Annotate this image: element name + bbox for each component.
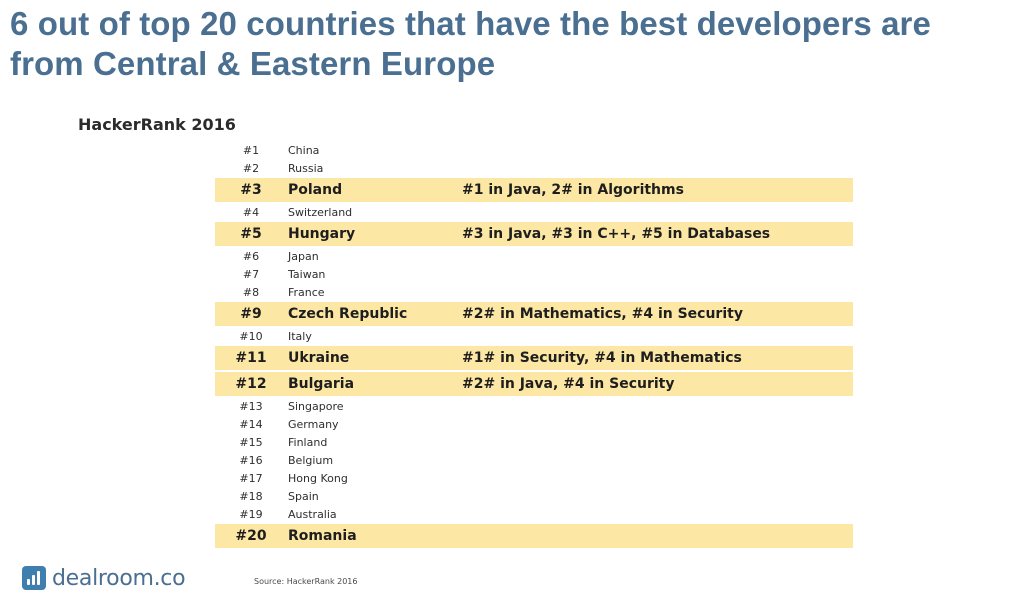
rank-cell: #15 <box>239 436 263 449</box>
table-row: #7 Taiwan <box>215 266 853 284</box>
country-cell: Italy <box>288 330 312 343</box>
table-row: #17 Hong Kong <box>215 470 853 488</box>
rank-cell: #13 <box>239 400 263 413</box>
country-cell: Finland <box>288 436 328 449</box>
rank-cell: #20 <box>235 528 267 544</box>
table-row: #4 Switzerland <box>215 204 853 222</box>
dealroom-logo: dealroom.co <box>22 565 186 591</box>
rank-cell: #6 <box>242 250 260 263</box>
page-title-line-2: from Central & Eastern Europe <box>10 45 496 82</box>
ranking-note-cell: #3 in Java, #3 in C++, #5 in Databases <box>462 226 771 242</box>
table-row: #16 Belgium <box>215 452 853 470</box>
country-cell: Ukraine <box>288 350 350 366</box>
country-cell: Russia <box>288 162 324 175</box>
country-cell: France <box>288 286 325 299</box>
country-cell: Singapore <box>288 400 344 413</box>
table-row: #15 Finland <box>215 434 853 452</box>
country-cell: Bulgaria <box>288 376 355 392</box>
ranking-note-cell: #1# in Security, #4 in Mathematics <box>462 350 742 366</box>
country-cell: Hungary <box>288 226 356 242</box>
rank-cell: #8 <box>242 286 260 299</box>
table-row: #19 Australia <box>215 506 853 524</box>
rank-cell: #5 <box>240 226 262 242</box>
rank-cell: #10 <box>239 330 263 343</box>
highlighted-table-row: #3 Poland #1 in Java, 2# in Algorithms <box>215 178 853 202</box>
rank-cell: #4 <box>242 206 260 219</box>
rank-cell: #2 <box>242 162 260 175</box>
country-cell: Germany <box>288 418 339 431</box>
source-note: Source: HackerRank 2016 <box>254 577 358 586</box>
ranking-note-cell: #2# in Java, #4 in Security <box>462 376 675 392</box>
rank-cell: #17 <box>239 472 263 485</box>
ranking-note-cell: #1 in Java, 2# in Algorithms <box>462 182 684 198</box>
table-row: #6 Japan <box>215 248 853 266</box>
rank-cell: #1 <box>242 144 260 157</box>
section-subtitle: HackerRank 2016 <box>78 115 236 134</box>
country-cell: Switzerland <box>288 206 353 219</box>
highlighted-table-row: #20 Romania <box>215 524 853 548</box>
table-row: #14 Germany <box>215 416 853 434</box>
bar-chart-icon <box>22 566 46 590</box>
highlighted-table-row: #5 Hungary #3 in Java, #3 in C++, #5 in Da… <box>215 222 853 246</box>
rank-cell: #12 <box>235 376 267 392</box>
rank-cell: #9 <box>240 306 262 322</box>
table-row: #1 China <box>215 142 853 160</box>
ranking-note-cell: #2# in Mathematics, #4 in Security <box>462 306 743 322</box>
rank-cell: #11 <box>235 350 267 366</box>
table-row: #2 Russia <box>215 160 853 178</box>
rank-cell: #14 <box>239 418 263 431</box>
country-cell: China <box>288 144 320 157</box>
rank-cell: #16 <box>239 454 263 467</box>
country-cell: Belgium <box>288 454 334 467</box>
table-row: #13 Singapore <box>215 398 853 416</box>
country-cell: Czech Republic <box>288 306 408 322</box>
logo-text: dealroom.co <box>52 565 186 591</box>
country-cell: Hong Kong <box>288 472 348 485</box>
country-cell: Poland <box>288 182 343 198</box>
page-title: 6 out of top 20 countries that have the … <box>10 4 1020 84</box>
country-cell: Spain <box>288 490 319 503</box>
country-cell: Taiwan <box>288 268 326 281</box>
page-title-line-1: 6 out of top 20 countries that have the … <box>10 5 931 42</box>
rank-cell: #18 <box>239 490 263 503</box>
highlighted-table-row: #11 Ukraine #1# in Security, #4 in Mathema… <box>215 346 853 370</box>
ranking-table: #1 China #2 Russia #3 Poland #1 in Java, 2# in… <box>215 142 853 550</box>
table-row: #18 Spain <box>215 488 853 506</box>
table-row: #10 Italy <box>215 328 853 346</box>
rank-cell: #19 <box>239 508 263 521</box>
highlighted-table-row: #9 Czech Republic #2# in Mathematics, #4 i… <box>215 302 853 326</box>
country-cell: Romania <box>288 528 357 544</box>
rank-cell: #3 <box>240 182 262 198</box>
country-cell: Australia <box>288 508 337 521</box>
table-row: #8 France <box>215 284 853 302</box>
country-cell: Japan <box>288 250 319 263</box>
rank-cell: #7 <box>242 268 260 281</box>
highlighted-table-row: #12 Bulgaria #2# in Java, #4 in Security <box>215 372 853 396</box>
